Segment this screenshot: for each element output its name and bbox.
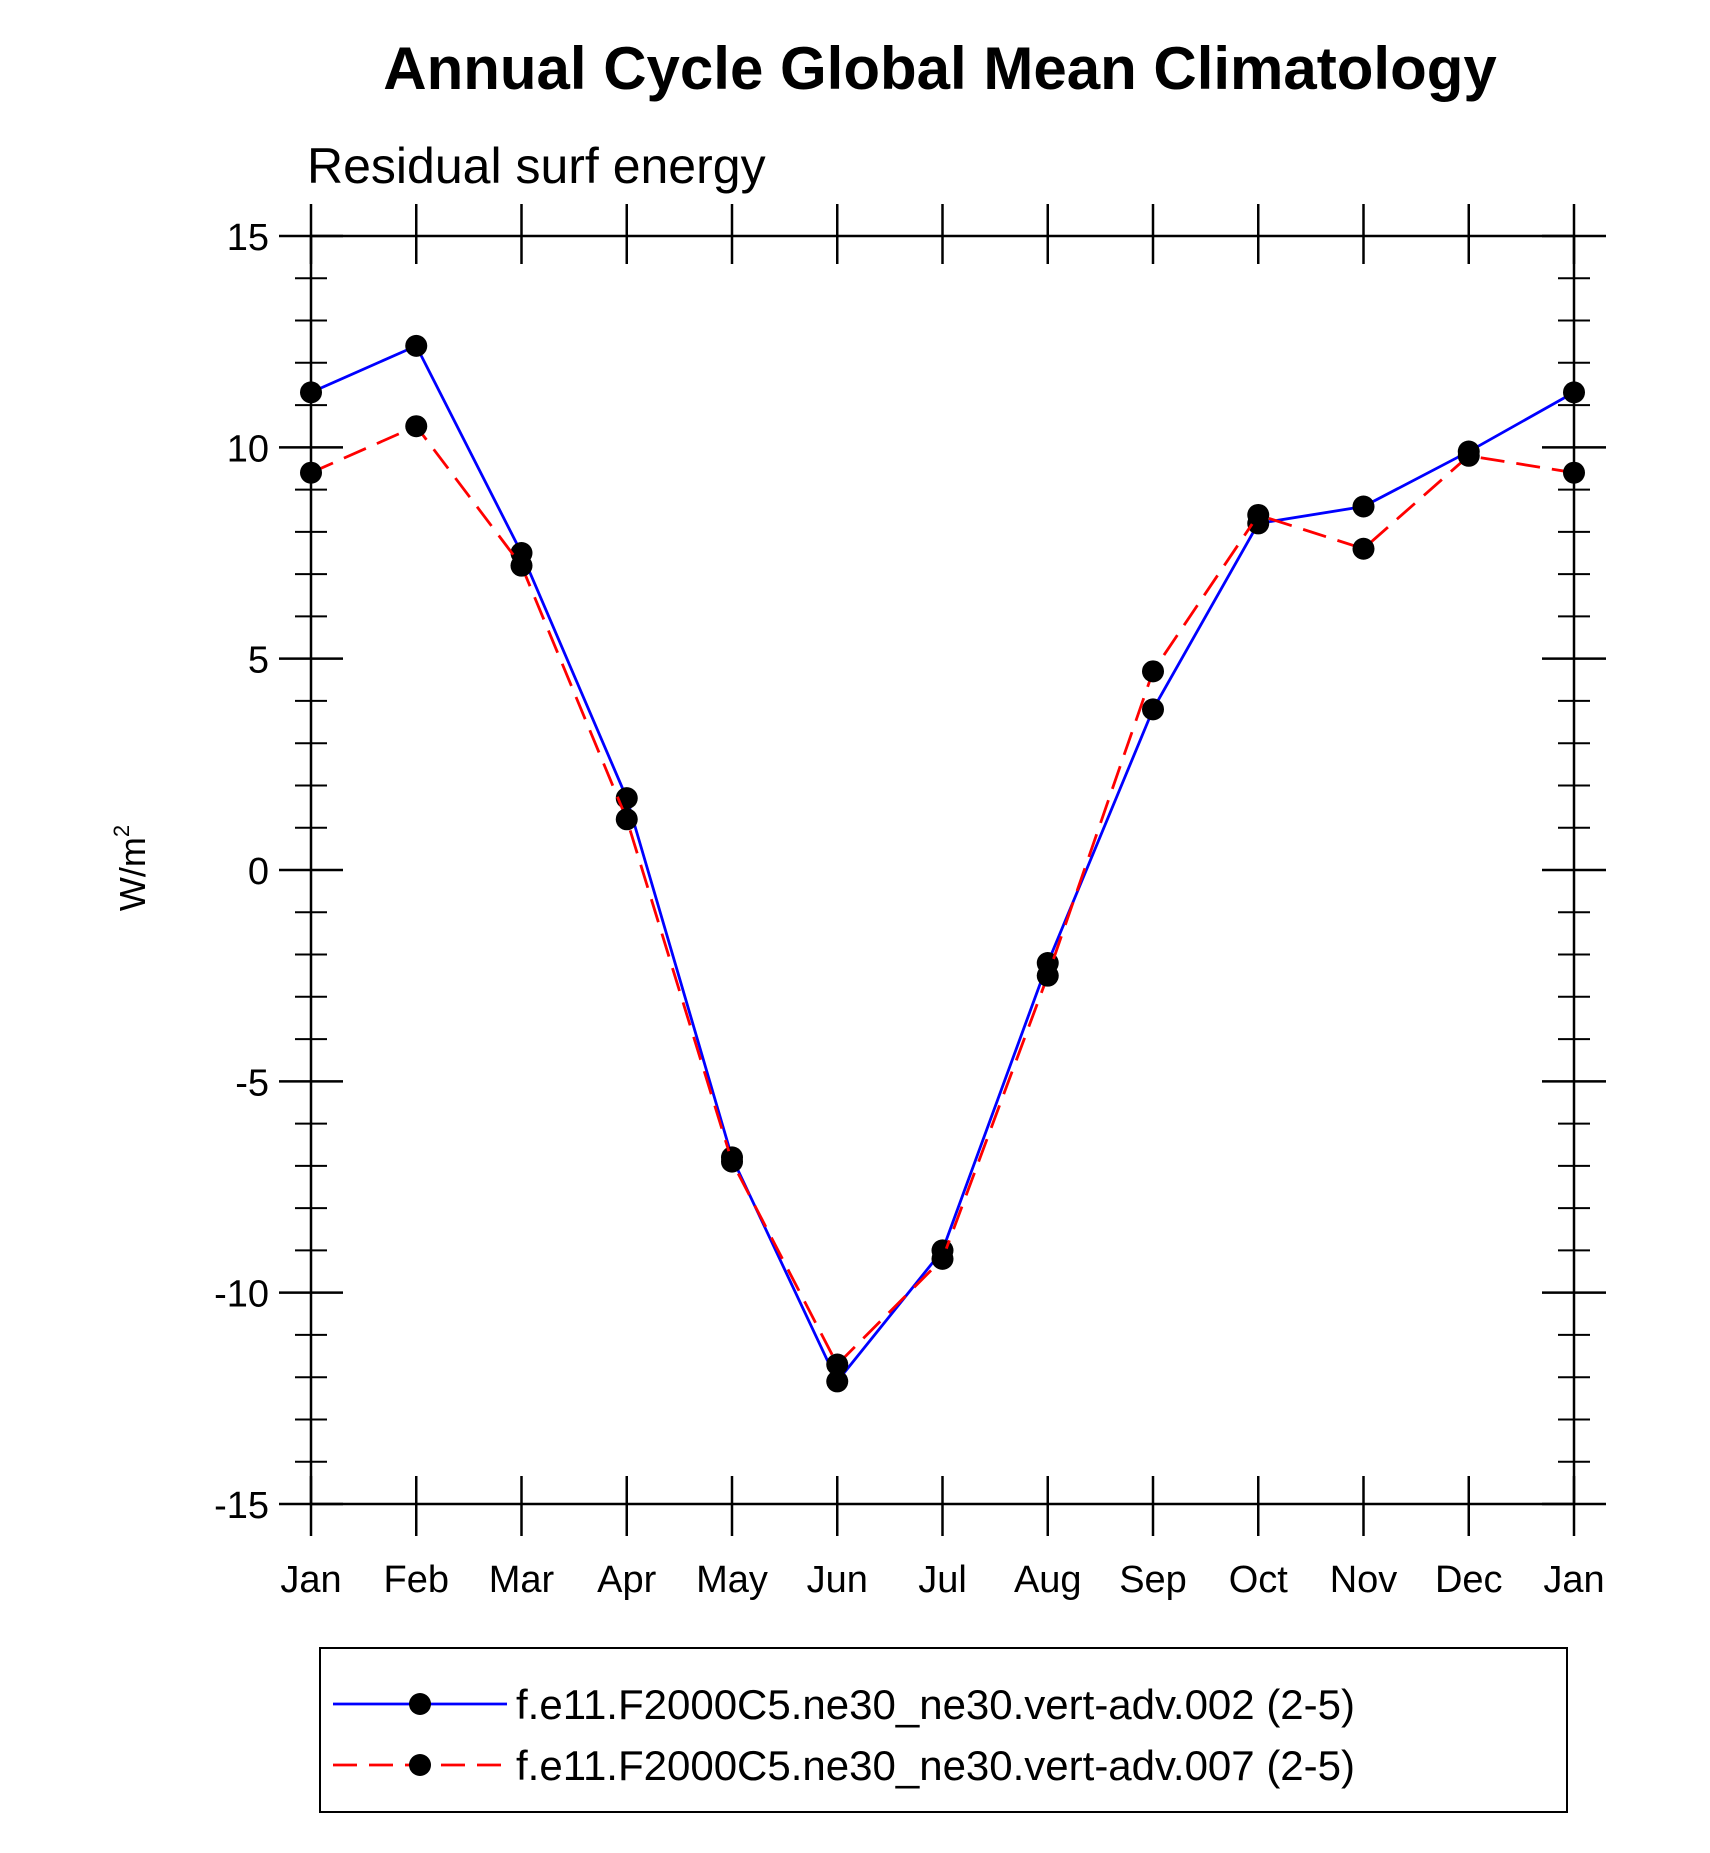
series-layer xyxy=(300,334,1585,1393)
y-tick-label: -5 xyxy=(235,1062,269,1104)
series-1 xyxy=(300,334,1585,1393)
data-point xyxy=(1247,503,1270,526)
data-point xyxy=(1563,461,1585,484)
legend-label-2: f.e11.F2000C5.ne30_ne30.vert-adv.007 (2-… xyxy=(516,1742,1355,1789)
y-tick-label: 10 xyxy=(227,428,269,470)
x-tick-labels: Jan Feb Mar Apr May Jun Jul Aug Sep Oct Nov Dec Jan xyxy=(280,1559,1604,1601)
x-tick-label: Mar xyxy=(489,1559,555,1601)
data-point xyxy=(1142,660,1164,683)
data-point xyxy=(721,1150,743,1173)
data-point xyxy=(510,554,533,577)
y-tick-labels: 15 10 5 0 -5 -10 -15 xyxy=(214,217,269,1527)
legend-marker-1 xyxy=(409,1693,431,1715)
x-tick-label: Jun xyxy=(807,1559,868,1601)
y-tick-label: 5 xyxy=(248,640,269,682)
x-tick-label: Jan xyxy=(1543,1559,1604,1601)
plot-frame xyxy=(309,234,1576,1506)
data-point xyxy=(826,1353,849,1376)
data-point xyxy=(405,334,428,357)
y-tick-label: -10 xyxy=(214,1274,269,1316)
axis-ticks xyxy=(279,204,1606,1536)
legend-box xyxy=(319,1647,1568,1813)
x-tick-label: Oct xyxy=(1229,1559,1289,1601)
x-tick-label: Nov xyxy=(1330,1559,1398,1601)
data-point xyxy=(826,1370,849,1393)
data-point xyxy=(1352,537,1375,560)
series-2 xyxy=(300,415,1585,1376)
data-point xyxy=(1563,381,1585,404)
data-point xyxy=(300,461,322,484)
y-axis-label-base: W/m xyxy=(112,837,153,911)
data-point xyxy=(1036,964,1059,987)
legend: f.e11.F2000C5.ne30_ne30.vert-adv.002 (2-… xyxy=(333,1681,1355,1789)
legend-marker-2 xyxy=(409,1754,431,1776)
x-tick-label: Apr xyxy=(597,1559,656,1601)
data-point xyxy=(1457,444,1480,467)
x-tick-label: Sep xyxy=(1119,1559,1187,1601)
legend-label-1: f.e11.F2000C5.ne30_ne30.vert-adv.002 (2-… xyxy=(516,1681,1355,1728)
data-point xyxy=(405,415,428,438)
y-tick-label: 15 xyxy=(227,217,269,259)
series-line xyxy=(310,344,1575,1385)
x-tick-label: Jan xyxy=(280,1559,341,1601)
y-axis-label-superscript: 2 xyxy=(109,825,134,837)
x-tick-label: Feb xyxy=(384,1559,449,1601)
series-line xyxy=(310,424,1575,1367)
y-axis-label: W/m2 xyxy=(109,825,153,911)
y-tick-label: 0 xyxy=(248,851,269,893)
data-point xyxy=(300,381,322,404)
svg-text:W/m2: W/m2 xyxy=(109,825,153,911)
chart-subtitle: Residual surf energy xyxy=(307,138,766,194)
x-tick-label: Dec xyxy=(1435,1559,1503,1601)
y-tick-label: -15 xyxy=(214,1485,269,1527)
x-tick-label: May xyxy=(696,1559,768,1601)
data-point xyxy=(615,808,638,831)
data-point xyxy=(1352,495,1375,518)
data-point xyxy=(1142,698,1164,721)
data-point xyxy=(931,1247,954,1270)
x-tick-label: Jul xyxy=(918,1559,967,1601)
x-tick-label: Aug xyxy=(1014,1559,1082,1601)
chart-title: Annual Cycle Global Mean Climatology xyxy=(383,35,1497,102)
